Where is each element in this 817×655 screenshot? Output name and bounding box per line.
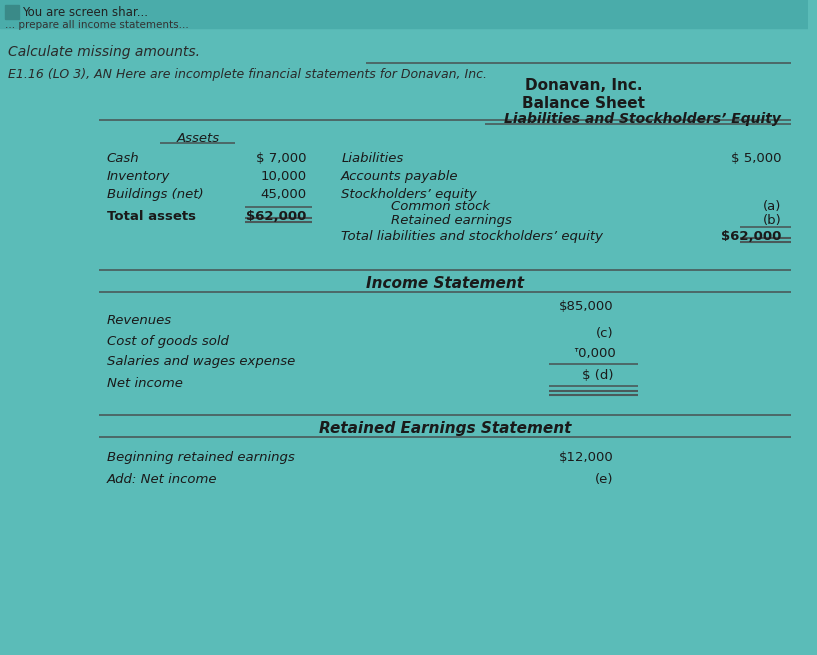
- Text: Add: Net income: Add: Net income: [107, 473, 217, 486]
- Text: Accounts payable: Accounts payable: [342, 170, 458, 183]
- Text: Cost of goods sold: Cost of goods sold: [107, 335, 229, 348]
- Text: ... prepare all income statements...: ... prepare all income statements...: [5, 20, 189, 30]
- Text: Total assets: Total assets: [107, 210, 196, 223]
- Text: Assets: Assets: [176, 132, 219, 145]
- Text: $ 5,000: $ 5,000: [730, 152, 781, 165]
- Text: You are screen shar...: You are screen shar...: [22, 6, 148, 19]
- Text: Calculate missing amounts.: Calculate missing amounts.: [8, 45, 200, 59]
- Text: Liabilities and Stockholders’ Equity: Liabilities and Stockholders’ Equity: [504, 112, 781, 126]
- Bar: [0, 0, 808, 28]
- Text: 45,000: 45,000: [261, 188, 306, 201]
- Text: Retained earnings: Retained earnings: [391, 214, 511, 227]
- Text: Stockholders’ equity: Stockholders’ equity: [342, 188, 477, 201]
- Text: (a): (a): [763, 200, 781, 213]
- Text: Income Statement: Income Statement: [366, 276, 524, 291]
- Text: Net income: Net income: [107, 377, 183, 390]
- Text: Buildings (net): Buildings (net): [107, 188, 203, 201]
- Text: (e): (e): [595, 473, 614, 486]
- Text: Donavan, Inc.: Donavan, Inc.: [525, 78, 642, 93]
- Text: Inventory: Inventory: [107, 170, 170, 183]
- Text: Salaries and wages expense: Salaries and wages expense: [107, 355, 295, 368]
- Text: Beginning retained earnings: Beginning retained earnings: [107, 451, 295, 464]
- Text: $ 7,000: $ 7,000: [256, 152, 306, 165]
- Text: $12,000: $12,000: [558, 451, 614, 464]
- Text: Retained Earnings Statement: Retained Earnings Statement: [319, 421, 571, 436]
- Text: $85,000: $85,000: [559, 300, 614, 313]
- Text: $62,000: $62,000: [246, 210, 306, 223]
- Text: E1.16 (LO 3), AN Here are incomplete financial statements for Donavan, Inc.: E1.16 (LO 3), AN Here are incomplete fin…: [8, 68, 487, 81]
- Text: Liabilities: Liabilities: [342, 152, 404, 165]
- Text: Revenues: Revenues: [107, 314, 172, 327]
- Text: (c): (c): [596, 327, 614, 340]
- Text: Cash: Cash: [107, 152, 140, 165]
- Text: (b): (b): [762, 214, 781, 227]
- Text: ᐪ0,000: ᐪ0,000: [574, 347, 616, 360]
- Text: 10,000: 10,000: [261, 170, 306, 183]
- Text: Balance Sheet: Balance Sheet: [522, 96, 645, 111]
- Text: $ (d): $ (d): [582, 369, 614, 382]
- Text: Common stock: Common stock: [391, 200, 489, 213]
- Text: Total liabilities and stockholders’ equity: Total liabilities and stockholders’ equi…: [342, 230, 603, 243]
- Text: $62,000: $62,000: [721, 230, 781, 243]
- Bar: [5, 5, 19, 19]
